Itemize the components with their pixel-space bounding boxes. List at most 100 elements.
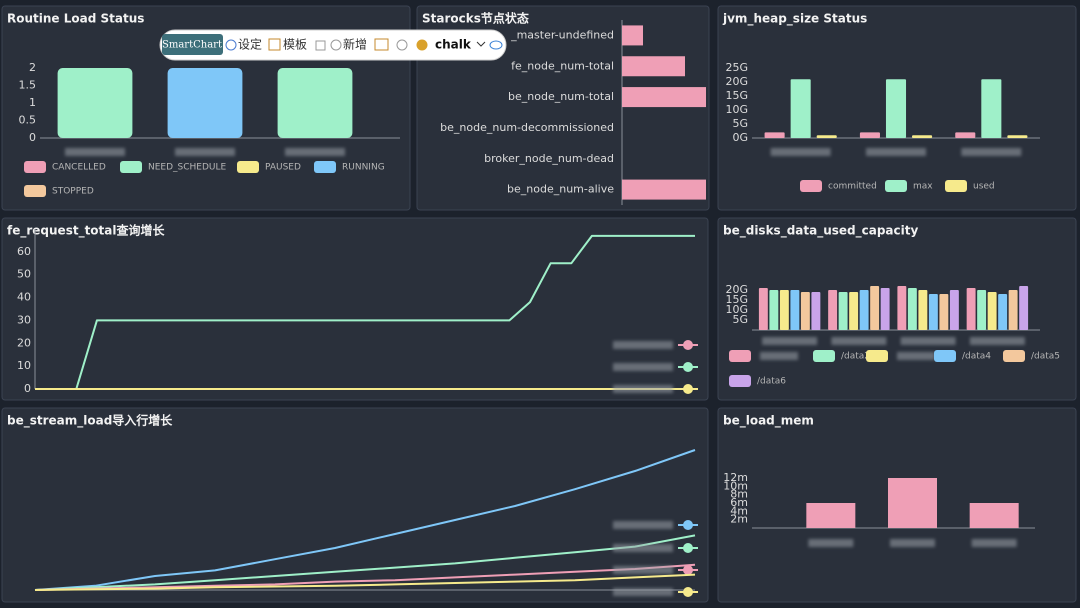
bar [622,179,706,200]
bar [779,290,789,330]
y-tick-label: 25G [725,61,748,74]
line [34,534,696,591]
icon [330,39,342,51]
legend-swatch [729,375,751,387]
chart-title: fe_request_total查询增长 [7,223,165,239]
line [34,563,696,591]
chart-title: be_stream_load导入行增长 [7,413,173,429]
bar [928,294,938,330]
y-tick-label: 50 [17,268,31,281]
y-tick-label: 5G [732,313,748,326]
icon[interactable] [489,40,503,50]
legend-swatch [237,161,259,173]
legend-swatch [945,180,967,192]
bar [57,68,133,138]
bar [859,132,880,138]
legend-label: max [913,182,933,192]
legend-marker [683,543,693,553]
bar [888,478,937,528]
chevron [476,41,486,47]
brand[interactable]: SmartChart [162,40,222,51]
line [34,449,696,591]
panel [1,407,709,603]
bar [969,503,1019,528]
toolbar-bg [159,29,507,61]
toolbar-item[interactable]: 设定 [238,37,262,52]
redacted-label [760,352,798,360]
bar [1019,286,1029,330]
y-tick-label: broker_node_num-dead [484,152,614,165]
legend-swatch [866,350,888,362]
bar [859,290,869,330]
panel [717,217,1077,401]
y-tick-label: fe_node_num-total [511,59,614,72]
toolbar-item[interactable]: 新增 [343,37,367,52]
redacted-label [613,341,673,349]
bar [977,290,987,330]
redacted-label [175,148,235,156]
bar [949,290,959,330]
legend-swatch [885,180,907,192]
bar [912,135,933,138]
y-tick-label: 0.5 [19,114,37,127]
legend-label: PAUSED [265,163,301,173]
chart-title: be_disks_data_used_capacity [723,224,918,239]
y-tick-label: 1 [29,96,36,109]
redacted-label [613,363,673,371]
bar [955,132,976,138]
y-tick-label: 20 [17,336,31,349]
icon [268,38,281,51]
y-tick-label: 4m [730,504,748,517]
legend-label: used [973,182,995,192]
chart-title: Starocks节点状态 [422,11,529,26]
toolbar-item[interactable]: 模板 [283,38,307,52]
bar [1008,290,1018,330]
y-tick-label: 30 [17,313,31,326]
legend-swatch [1003,350,1025,362]
y-tick-label: 40 [17,291,31,304]
legend-swatch [813,350,835,362]
redacted-label [770,148,831,156]
legend-label: STOPPED [52,187,94,197]
legend-swatch [729,350,751,362]
y-tick-label: 0G [732,131,748,144]
bar [907,288,917,330]
y-tick-label: be_node_num-alive [507,183,614,196]
legend-swatch [24,185,46,197]
toolbar: SmartChart 设定 模板 新增 chalk [159,29,507,61]
icon [416,39,428,51]
legend-label: /data6 [757,377,786,387]
bar [987,292,997,330]
legend-marker [683,362,693,372]
legend-swatch [314,161,336,173]
legend-marker [683,587,693,597]
icon [315,40,326,51]
y-tick-label: 0 [29,131,36,144]
y-tick-label: 8m [730,488,748,501]
redacted-label [65,148,125,156]
theme-select[interactable]: chalk [435,38,472,52]
bar [764,132,785,138]
bar [622,87,706,108]
legend-label: committed [828,182,877,192]
bar [966,288,976,330]
redacted-label [961,148,1022,156]
redacted-label [613,544,673,552]
legend-swatch [800,180,822,192]
legend-label: NEED_SCHEDULE [148,163,227,173]
legend-swatch [934,350,956,362]
legend-label: /data5 [1031,352,1060,362]
bar [622,25,643,46]
chart-title: Routine Load Status [7,12,144,26]
redacted-label [285,148,345,156]
redacted-label [969,337,1025,345]
legend-label: RUNNING [342,163,385,173]
bar [1007,135,1028,138]
y-tick-label: 20G [725,283,748,296]
legend-marker [683,520,693,530]
y-tick-label: _master-undefined [510,28,614,41]
y-tick-label: 15G [725,293,748,306]
bar [167,68,243,138]
redacted-label [890,539,935,547]
